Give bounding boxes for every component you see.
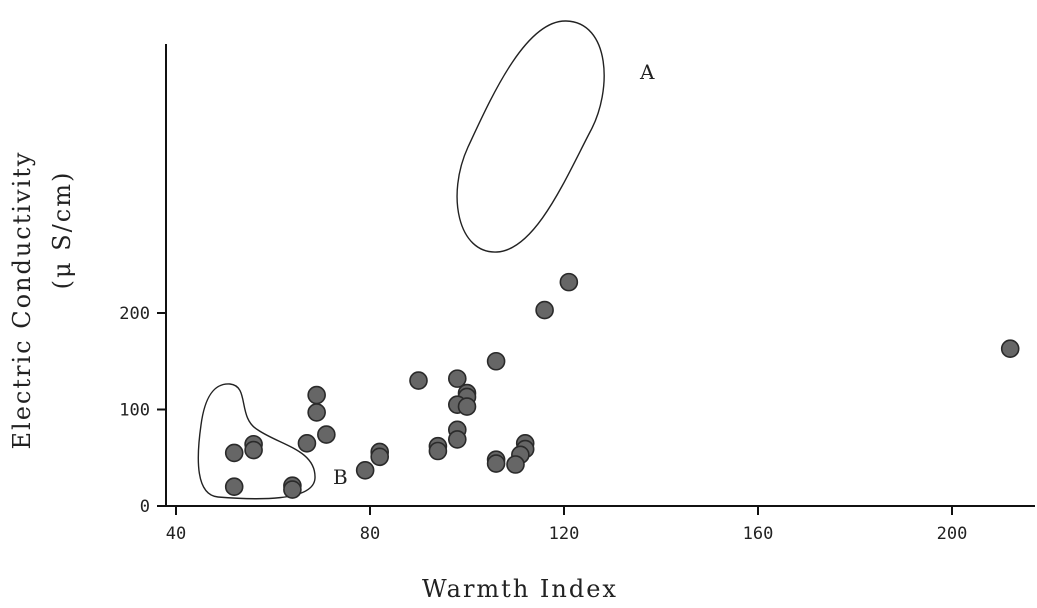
annotation-b: B: [333, 465, 348, 489]
x-axis-title: Warmth Index: [422, 575, 618, 603]
scatter-point: [370, 447, 390, 467]
scatter-point: [486, 351, 506, 371]
scatter-point: [307, 385, 326, 405]
x-tick-label: 40: [166, 524, 186, 544]
y-tick-label: 200: [119, 304, 150, 324]
scatter-point: [447, 430, 467, 449]
y-axis-title-line2: (μ S/cm): [48, 171, 76, 290]
scatter-point: [535, 300, 554, 320]
scatter-point: [355, 460, 375, 480]
scatter-point: [506, 455, 525, 474]
annotation-a: A: [639, 60, 655, 84]
scatter-point: [283, 480, 302, 499]
y-tick-label: 0: [140, 497, 150, 517]
scatter-point: [224, 443, 244, 463]
x-tick-label: 160: [743, 524, 774, 544]
x-tick-label: 80: [360, 524, 380, 544]
scatter-point: [457, 397, 477, 416]
scatter-point: [559, 272, 579, 292]
data-points: [224, 272, 1020, 499]
group-b-outline: [197, 383, 316, 500]
x-tick-label: 120: [549, 524, 580, 544]
axis-ticks: 40 80 120 160 200 0 100 200: [119, 304, 967, 544]
y-axis-title-line1: Electric Conductivity: [8, 151, 36, 450]
x-tick-label: 200: [937, 524, 968, 544]
scatter-point: [224, 477, 244, 497]
scatter-point: [307, 403, 326, 422]
scatter-point: [409, 371, 428, 390]
scatter-point: [1000, 339, 1020, 359]
group-a-outline: [456, 20, 605, 253]
scatter-point: [486, 454, 506, 473]
scatter-point: [447, 369, 467, 388]
scatter-point: [297, 433, 317, 453]
scatter-point: [244, 440, 263, 460]
y-tick-label: 100: [119, 401, 150, 421]
scatter-point: [428, 441, 448, 461]
scatter-point: [317, 425, 336, 444]
